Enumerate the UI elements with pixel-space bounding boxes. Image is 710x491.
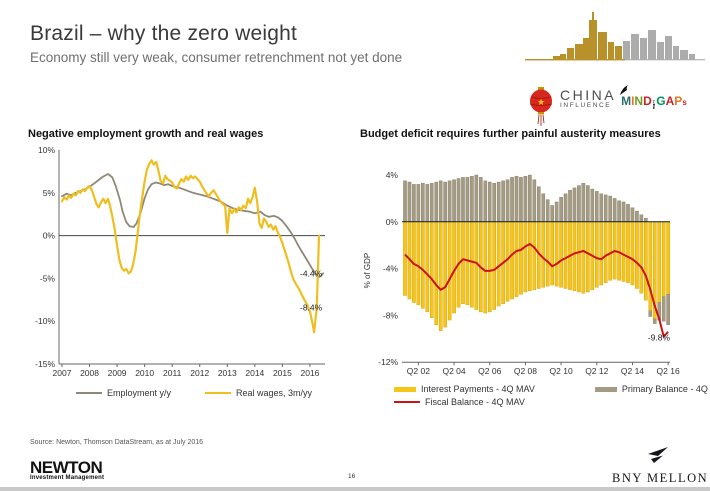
employment-line-swatch	[75, 391, 102, 395]
svg-text:4%: 4%	[386, 170, 399, 180]
page-title: Brazil – why the zero weight	[30, 22, 298, 45]
china-label: CHINA	[560, 87, 617, 103]
right-chart-legend: Interest Payments - 4Q MAV Primary Balan…	[360, 384, 710, 407]
budget-deficit-chart: Budget deficit requires further painful …	[360, 128, 710, 407]
employment-wages-plot: 10% 5% 0% -5% -10% -15%2007 2008 2009 2010 2011 20…	[35, 145, 325, 378]
svg-text:-12%: -12%	[378, 357, 398, 367]
newton-wordmark: NEWTON	[30, 458, 103, 477]
svg-text:-10%: -10%	[35, 316, 55, 326]
legend-label-fiscal: Fiscal Balance - 4Q MAV	[425, 397, 525, 407]
legend-label-wages: Real wages, 3m/yy	[236, 388, 313, 398]
svg-text:-4%: -4%	[383, 264, 399, 274]
bird-icon	[620, 85, 629, 95]
svg-text:2007: 2007	[53, 368, 72, 378]
bny-mellon-logo: BNY MELLON	[612, 446, 709, 486]
primary-bar-swatch	[594, 386, 617, 392]
mind-the-gap-wordmark: MIND T H E GAPs	[620, 85, 687, 111]
legend-label-primary: Primary Balance - 4Q MAV	[621, 384, 710, 394]
svg-text:2016: 2016	[300, 368, 319, 378]
svg-text:Q2 04: Q2 04	[442, 366, 465, 376]
city-skyline-logo	[525, 12, 705, 61]
svg-text:0%: 0%	[43, 231, 56, 241]
svg-text:% of GDP: % of GDP	[363, 253, 372, 289]
svg-text:2015: 2015	[273, 368, 292, 378]
svg-text:-4.4%: -4.4%	[300, 268, 323, 278]
newton-tagline: Investment Management	[30, 475, 105, 481]
svg-text:Q2 16: Q2 16	[657, 366, 680, 376]
svg-text:Q2 02: Q2 02	[407, 366, 430, 376]
svg-text:0%: 0%	[386, 217, 399, 227]
svg-text:-8%: -8%	[383, 310, 399, 320]
svg-text:Q2 08: Q2 08	[514, 366, 537, 376]
svg-text:2008: 2008	[80, 368, 99, 378]
svg-text:2013: 2013	[218, 368, 237, 378]
china-influence-logo: ★ CHINA INFLUENCE MIND T H E GAPs	[527, 85, 687, 128]
newton-logo: NEWTON Investment Management	[30, 458, 105, 481]
legend-item-wages: Real wages, 3m/yy	[205, 388, 312, 398]
page-number: 16	[348, 473, 356, 480]
svg-text:2009: 2009	[108, 368, 127, 378]
svg-text:2010: 2010	[135, 368, 154, 378]
svg-text:Q2 14: Q2 14	[621, 366, 644, 376]
svg-text:★: ★	[537, 97, 545, 107]
legend-label-interest: Interest Payments - 4Q MAV	[421, 384, 535, 394]
bny-arrow-icon	[648, 447, 668, 463]
svg-text:2014: 2014	[245, 368, 264, 378]
china-influence-wordmark: CHINA INFLUENCE	[560, 86, 616, 109]
left-chart-title: Negative employment growth and real wage…	[28, 128, 264, 140]
svg-text:2011: 2011	[163, 368, 182, 378]
chinese-lantern-icon: ★	[529, 87, 553, 126]
svg-text:Q2 12: Q2 12	[585, 366, 608, 376]
svg-text:2012: 2012	[190, 368, 209, 378]
legend-item-primary: Primary Balance - 4Q MAV	[594, 384, 710, 394]
left-chart-legend: Employment y/y Real wages, 3m/yy	[28, 388, 360, 398]
page-subtitle: Economy still very weak, consumer retren…	[30, 50, 403, 65]
bottom-edge-bar	[0, 487, 710, 491]
legend-item-interest: Interest Payments - 4Q MAV	[394, 384, 535, 394]
svg-text:10%: 10%	[38, 145, 55, 155]
right-chart-title: Budget deficit requires further painful …	[360, 128, 661, 140]
svg-text:-8.4%: -8.4%	[300, 303, 323, 313]
fiscal-line-swatch	[394, 400, 420, 404]
svg-text:5%: 5%	[43, 188, 56, 198]
influence-label: INFLUENCE	[560, 102, 612, 109]
legend-label-employment: Employment y/y	[106, 388, 171, 398]
legend-item-employment: Employment y/y	[75, 388, 171, 398]
svg-text:Q2 10: Q2 10	[550, 366, 573, 376]
interest-bar-swatch	[394, 386, 416, 392]
wages-line-swatch	[205, 391, 231, 395]
budget-deficit-plot: 4% 0% -4% -8% -12% % of GDP Q2 02 Q2 04 Q2 06 Q2 …	[363, 170, 680, 376]
employment-wages-chart: Negative employment growth and real wage…	[28, 128, 360, 398]
svg-text:-5%: -5%	[40, 273, 56, 283]
svg-text:-9.8%: -9.8%	[648, 332, 671, 342]
bny-mellon-wordmark: BNY MELLON	[612, 471, 709, 485]
legend-item-fiscal: Fiscal Balance - 4Q MAV	[394, 397, 525, 407]
source-note: Source: Newton, Thomson DataStream, as a…	[30, 439, 204, 446]
svg-text:Q2 06: Q2 06	[478, 366, 501, 376]
svg-text:-15%: -15%	[35, 359, 55, 369]
